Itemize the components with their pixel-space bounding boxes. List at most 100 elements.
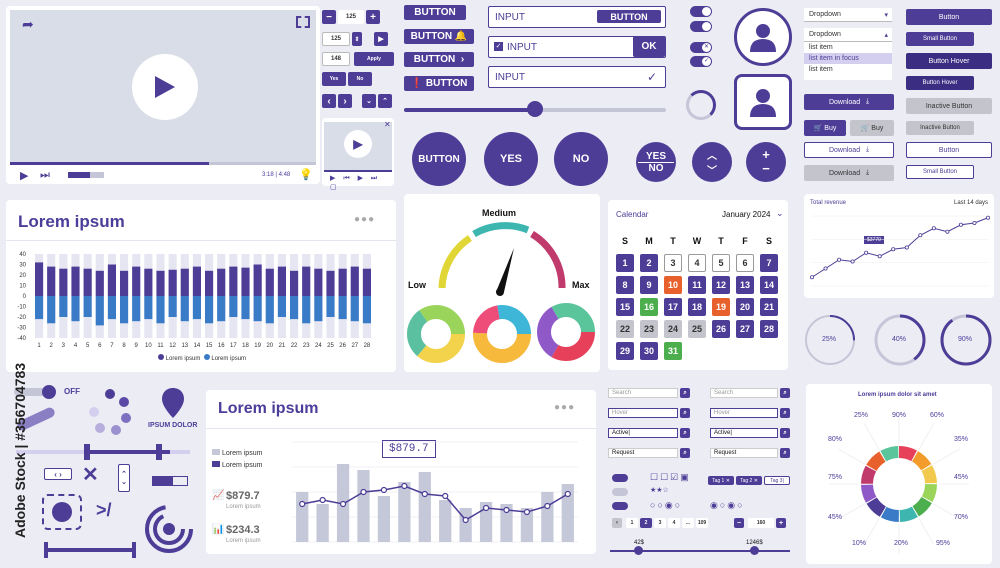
button-hover-2[interactable]: Button Hover [906, 76, 974, 90]
page-number[interactable]: 2 [640, 518, 652, 528]
price-handle-min[interactable] [634, 546, 643, 555]
calendar-day[interactable]: 20 [736, 298, 754, 316]
vertical-stepper[interactable]: ⌃ ⌄ [118, 464, 130, 492]
yes-button[interactable]: Yes [322, 72, 346, 86]
radio-group-2[interactable]: ◉○◉○ [710, 500, 745, 510]
stepper-value[interactable]: 160 [748, 518, 774, 528]
calendar-day[interactable]: 3 [664, 254, 682, 272]
calendar-day[interactable]: 9 [640, 276, 658, 294]
camera-focus-icon[interactable] [42, 494, 82, 530]
calendar-month[interactable]: January 2024 [722, 210, 771, 219]
toggle-small-1[interactable] [612, 474, 628, 482]
plus-minus-toggle[interactable]: + − [746, 142, 786, 182]
input-checked-field[interactable]: INPUT ✓ [488, 66, 666, 88]
calendar-day[interactable]: 1 [616, 254, 634, 272]
button-arrow[interactable]: BUTTON › [404, 52, 474, 67]
search-icon[interactable]: ⌕ [780, 408, 790, 418]
calendar-day[interactable]: 12 [712, 276, 730, 294]
chevron-down-icon[interactable]: ⌄ [776, 208, 784, 218]
range-select[interactable]: Last 14 days [954, 200, 989, 206]
price-range-track[interactable] [610, 550, 790, 552]
calendar-day[interactable]: 21 [760, 298, 778, 316]
calendar-day[interactable]: 27 [736, 320, 754, 338]
calendar-day[interactable]: 5 [712, 254, 730, 272]
hover-input-2[interactable]: Hover [710, 408, 778, 418]
request-input-2[interactable]: Request [710, 448, 778, 458]
toggle-small-2[interactable] [612, 488, 628, 496]
next-icon[interactable]: ⏭ [40, 169, 50, 181]
page-number[interactable]: ... [682, 518, 694, 528]
tag-3[interactable]: Tag 3| [764, 476, 790, 485]
calendar-day[interactable]: 25 [688, 320, 706, 338]
page-number[interactable]: 1 [626, 518, 638, 528]
progress-small[interactable] [152, 476, 188, 486]
stepper-plus[interactable]: + [776, 518, 786, 528]
input-with-button[interactable]: INPUT BUTTON [488, 6, 666, 28]
toggle-small-3[interactable] [612, 502, 628, 510]
button-right-1[interactable]: Button [906, 9, 992, 25]
minus-button[interactable]: − [322, 10, 336, 24]
toggle-3[interactable]: ✕ [690, 42, 712, 53]
calendar-day[interactable]: 15 [616, 298, 634, 316]
small-button-right[interactable]: Small Button [906, 32, 974, 46]
calendar-day[interactable]: 16 [640, 298, 658, 316]
calendar-day[interactable]: 18 [688, 298, 706, 316]
buy-button-1[interactable]: 🛒 Buy [804, 120, 846, 136]
calendar-day[interactable]: 26 [712, 320, 730, 338]
close-icon[interactable]: ✕ [384, 120, 391, 129]
tag-2[interactable]: Tag 2 ✕ [736, 476, 762, 485]
fullscreen-icon[interactable] [296, 16, 310, 28]
search-icon[interactable]: ⌕ [680, 408, 690, 418]
no-button[interactable]: No [348, 72, 372, 86]
calendar-day[interactable]: 22 [616, 320, 634, 338]
toggle-4[interactable]: ✓ [690, 56, 712, 67]
progress-bar[interactable] [10, 162, 316, 165]
ok-button[interactable]: OK [633, 36, 665, 57]
calendar-day[interactable]: 4 [688, 254, 706, 272]
play-button[interactable] [132, 54, 198, 120]
download-button-1[interactable]: Download ⤓ [804, 94, 894, 110]
radio-buttons[interactable]: ○○◉○ [650, 500, 683, 510]
calendar-day[interactable]: 2 [640, 254, 658, 272]
active-input-1[interactable]: Active| [608, 428, 678, 438]
hover-input-1[interactable]: Hover [608, 408, 678, 418]
input-button[interactable]: BUTTON [597, 10, 661, 23]
dropdown-closed[interactable]: Dropdown ▾ [804, 8, 892, 22]
calendar-day[interactable]: 31 [664, 342, 682, 360]
range-handle-left[interactable] [84, 444, 90, 460]
button-plain[interactable]: BUTTON [404, 5, 466, 20]
round-no-button[interactable]: NO [554, 132, 608, 186]
stepper-value-2[interactable]: 125 [322, 32, 350, 46]
more-menu-icon[interactable]: ●●● [354, 214, 376, 225]
active-input-2[interactable]: Active| [710, 428, 778, 438]
mini-play-button[interactable]: ▶ [344, 130, 372, 158]
search-icon[interactable]: ⌕ [780, 388, 790, 398]
prev-arrow-button[interactable]: ‹ [322, 94, 336, 108]
request-input-1[interactable]: Request [608, 448, 678, 458]
toggle-1[interactable] [690, 6, 712, 17]
dropdown-open[interactable]: Dropdown ▴ list item list item in focus l… [804, 28, 892, 80]
range-slider-2-left[interactable] [44, 542, 48, 558]
calendar-day[interactable]: 28 [760, 320, 778, 338]
range-slider-2[interactable] [44, 548, 136, 552]
round-button[interactable]: BUTTON [412, 132, 466, 186]
stepper-minus[interactable]: − [734, 518, 744, 528]
page-number[interactable]: 109 [696, 518, 708, 528]
calendar-day[interactable]: 30 [640, 342, 658, 360]
input-checkbox-field[interactable]: ✓ INPUT OK [488, 36, 666, 58]
page-prev[interactable]: ‹ [612, 518, 622, 528]
search-icon[interactable]: ⌕ [680, 448, 690, 458]
volume-bar[interactable] [68, 172, 104, 178]
calendar-day[interactable]: 13 [736, 276, 754, 294]
more-menu-icon[interactable]: ●●● [554, 402, 576, 413]
close-x-icon[interactable]: ✕ [82, 464, 99, 486]
stepper-value-3[interactable]: 148 [322, 52, 350, 66]
stepper-play-button[interactable]: ▶ [374, 32, 388, 46]
checkboxes[interactable]: ☐☐☑▣ [650, 472, 691, 482]
search-icon[interactable]: ⌕ [780, 448, 790, 458]
apply-button[interactable]: Apply [354, 52, 394, 66]
download-button-2[interactable]: Download ⤓ [804, 142, 894, 158]
calendar-day[interactable]: 29 [616, 342, 634, 360]
calendar-day[interactable]: 8 [616, 276, 634, 294]
stepper-value-1[interactable]: 125 [338, 10, 364, 24]
